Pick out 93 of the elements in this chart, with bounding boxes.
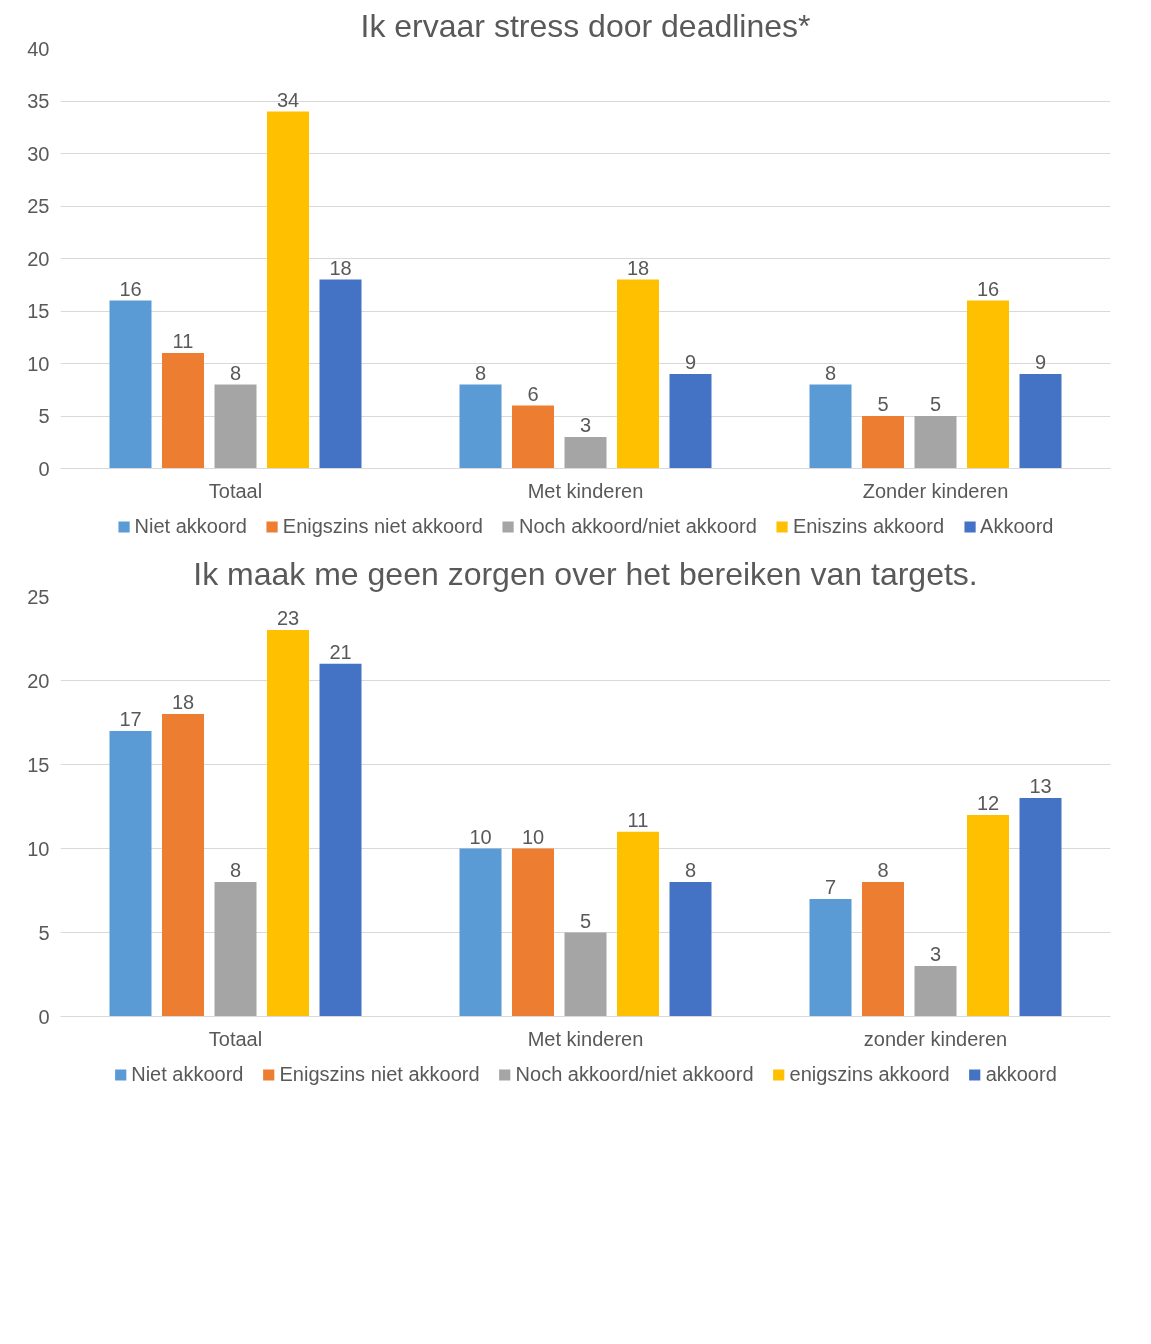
bar [1019,374,1062,469]
bar [967,300,1009,469]
legend-label: Eniszins akkoord [792,514,945,538]
bar [267,111,309,469]
bar [967,814,1009,1017]
bar [1019,798,1062,1017]
data-label: 3 [579,414,592,436]
y-tick-label: 5 [38,921,50,944]
bar [862,882,904,1017]
data-label: 8 [684,859,697,882]
data-label: 18 [329,256,352,279]
bar [319,663,362,1017]
legend-label: akkoord [985,1062,1057,1086]
bar [669,374,712,469]
legend-label: Akkoord [980,514,1054,538]
data-label: 23 [276,607,300,630]
y-tick-label: 30 [27,142,50,165]
data-label: 5 [579,909,592,932]
y-tick-label: 40 [27,37,50,60]
legend-label: Niet akkoord [134,514,247,538]
data-label: 16 [119,277,142,300]
bar [109,730,152,1017]
x-tick-label: Met kinderen [527,479,644,502]
data-label: 12 [976,791,1000,814]
y-tick-label: 20 [27,247,50,270]
bar [162,353,204,469]
data-label: 18 [171,691,195,714]
bar [512,405,554,469]
y-tick-label: 15 [27,753,50,776]
data-label: 13 [1029,775,1052,798]
y-tick-label: 25 [27,195,50,217]
y-tick-label: 15 [27,300,50,322]
data-label: 11 [627,808,649,831]
data-label: 8 [229,361,242,384]
x-tick-label: Totaal [208,479,263,502]
data-label: 10 [521,825,545,848]
data-label: 7 [824,875,837,898]
bar [564,932,607,1017]
bar [109,300,152,469]
y-tick-label: 20 [27,669,50,692]
data-label: 21 [329,640,352,663]
bar [459,384,502,469]
data-label: 3 [929,943,942,966]
bar [214,882,257,1017]
data-label: 5 [877,393,889,415]
y-tick-label: 35 [27,90,50,112]
bar [809,898,852,1017]
y-tick-label: 0 [38,1005,50,1028]
data-label: 10 [469,825,492,848]
bar [862,416,904,469]
bar [617,279,659,469]
bar [459,848,502,1017]
x-tick-label: Zonder kinderen [862,479,1009,502]
chart-title: Ik ervaar stress door deadlines* [360,7,811,44]
data-label: 8 [877,859,889,882]
bar [564,437,607,469]
data-label: 9 [1034,351,1047,373]
y-tick-label: 0 [38,457,50,480]
data-label: 6 [527,382,539,405]
bar [214,384,257,469]
bar [319,279,362,469]
x-tick-label: Met kinderen [527,1027,644,1050]
legend-label: Noch akkoord/niet akkoord [515,1062,754,1086]
x-tick-label: zonder kinderen [863,1027,1008,1050]
legend-label: Niet akkoord [131,1062,244,1086]
legend-label: Noch akkoord/niet akkoord [518,514,757,538]
legend-label: Enigszins niet akkoord [279,1062,480,1086]
chart-title: Ik maak me geen zorgen over het bereiken van targets. [193,555,978,592]
bar [914,416,957,469]
y-tick-label: 10 [27,837,50,860]
data-label: 11 [172,330,194,352]
data-label: 17 [119,707,142,730]
data-label: 18 [626,256,650,279]
bar [162,714,204,1017]
data-label: 9 [684,351,697,373]
x-tick-label: Totaal [208,1027,263,1050]
y-tick-label: 5 [38,405,50,427]
data-label: 8 [824,361,837,384]
data-label: 34 [276,88,300,111]
y-tick-label: 10 [27,352,50,375]
data-label: 16 [976,277,1000,300]
bar [809,384,852,469]
data-label: 8 [474,361,487,384]
bar [617,831,659,1017]
legend-label: Enigszins niet akkoord [282,514,483,538]
bar [512,848,554,1017]
bar [267,630,309,1017]
data-label: 8 [229,859,242,882]
data-label: 5 [929,393,942,415]
y-tick-label: 25 [27,585,50,608]
legend-label: enigszins akkoord [789,1062,950,1086]
bar [914,966,957,1017]
bar [669,882,712,1017]
